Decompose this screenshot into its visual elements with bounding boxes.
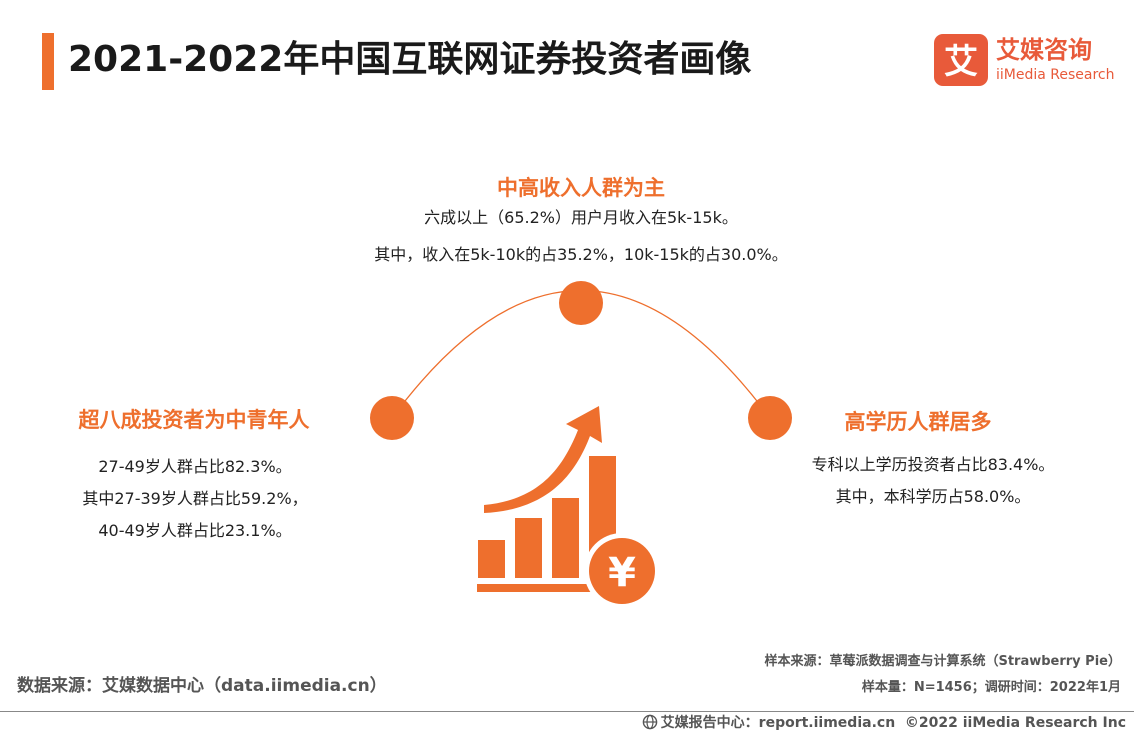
- report-center-link[interactable]: 艾媒报告中心：report.iimedia.cn: [660, 715, 896, 731]
- sample-size-note: 样本量：N=1456；调研时间：2022年1月: [861, 680, 1121, 695]
- right-heading: 高学历人群居多: [844, 410, 992, 434]
- page-title: 2021-2022年中国互联网证券投资者画像: [68, 39, 752, 80]
- trend-arrow-icon: [484, 406, 602, 513]
- left-node-dot: [370, 396, 414, 440]
- logo-mark-glyph: 艾: [944, 42, 978, 82]
- right-line-2: 其中，本科学历占58.0%。: [835, 487, 1031, 506]
- logo-name: 艾媒咨询: [996, 36, 1092, 64]
- yuan-coin-icon: ¥: [584, 533, 660, 609]
- left-line-3: 40-49岁人群占比23.1%。: [98, 521, 292, 540]
- chart-baseline: [477, 584, 597, 592]
- right-node-dot: [748, 396, 792, 440]
- brand-logo: 艾 艾媒咨询 iiMedia Research: [934, 34, 1115, 88]
- center-node-dot: [559, 281, 603, 325]
- title-accent-bar: [42, 33, 54, 90]
- coin-body: [589, 538, 655, 604]
- center-heading: 中高收入人群为主: [497, 176, 665, 200]
- sample-source-note: 样本来源：草莓派数据调查与计算系统（Strawberry Pie）: [764, 654, 1121, 669]
- left-line-1: 27-49岁人群占比82.3%。: [98, 457, 292, 476]
- growth-bar-2: [515, 518, 542, 578]
- footer-bar: 艾媒报告中心：report.iimedia.cn ©2022 iiMedia R…: [642, 712, 1126, 737]
- copyright-text: ©2022 iiMedia Research Inc: [904, 715, 1126, 731]
- right-line-1: 专科以上学历投资者占比83.4%。: [811, 455, 1055, 474]
- left-heading: 超八成投资者为中青年人: [78, 408, 310, 432]
- logo-mark-icon: 艾: [934, 34, 988, 86]
- yuan-symbol: ¥: [608, 550, 636, 596]
- left-line-2: 其中27-39岁人群占比59.2%，: [82, 489, 308, 508]
- center-line-2: 其中，收入在5k-10k的占35.2%，10k-15k的占30.0%。: [374, 245, 788, 264]
- growth-bar-3: [552, 498, 579, 578]
- data-source-note: 数据来源：艾媒数据中心（data.iimedia.cn）: [17, 676, 387, 696]
- growth-bar-1: [478, 540, 505, 578]
- logo-subtitle: iiMedia Research: [996, 67, 1115, 83]
- footer-divider: [0, 711, 1134, 712]
- globe-icon: [642, 714, 658, 737]
- center-line-1: 六成以上（65.2%）用户月收入在5k-15k。: [424, 208, 738, 227]
